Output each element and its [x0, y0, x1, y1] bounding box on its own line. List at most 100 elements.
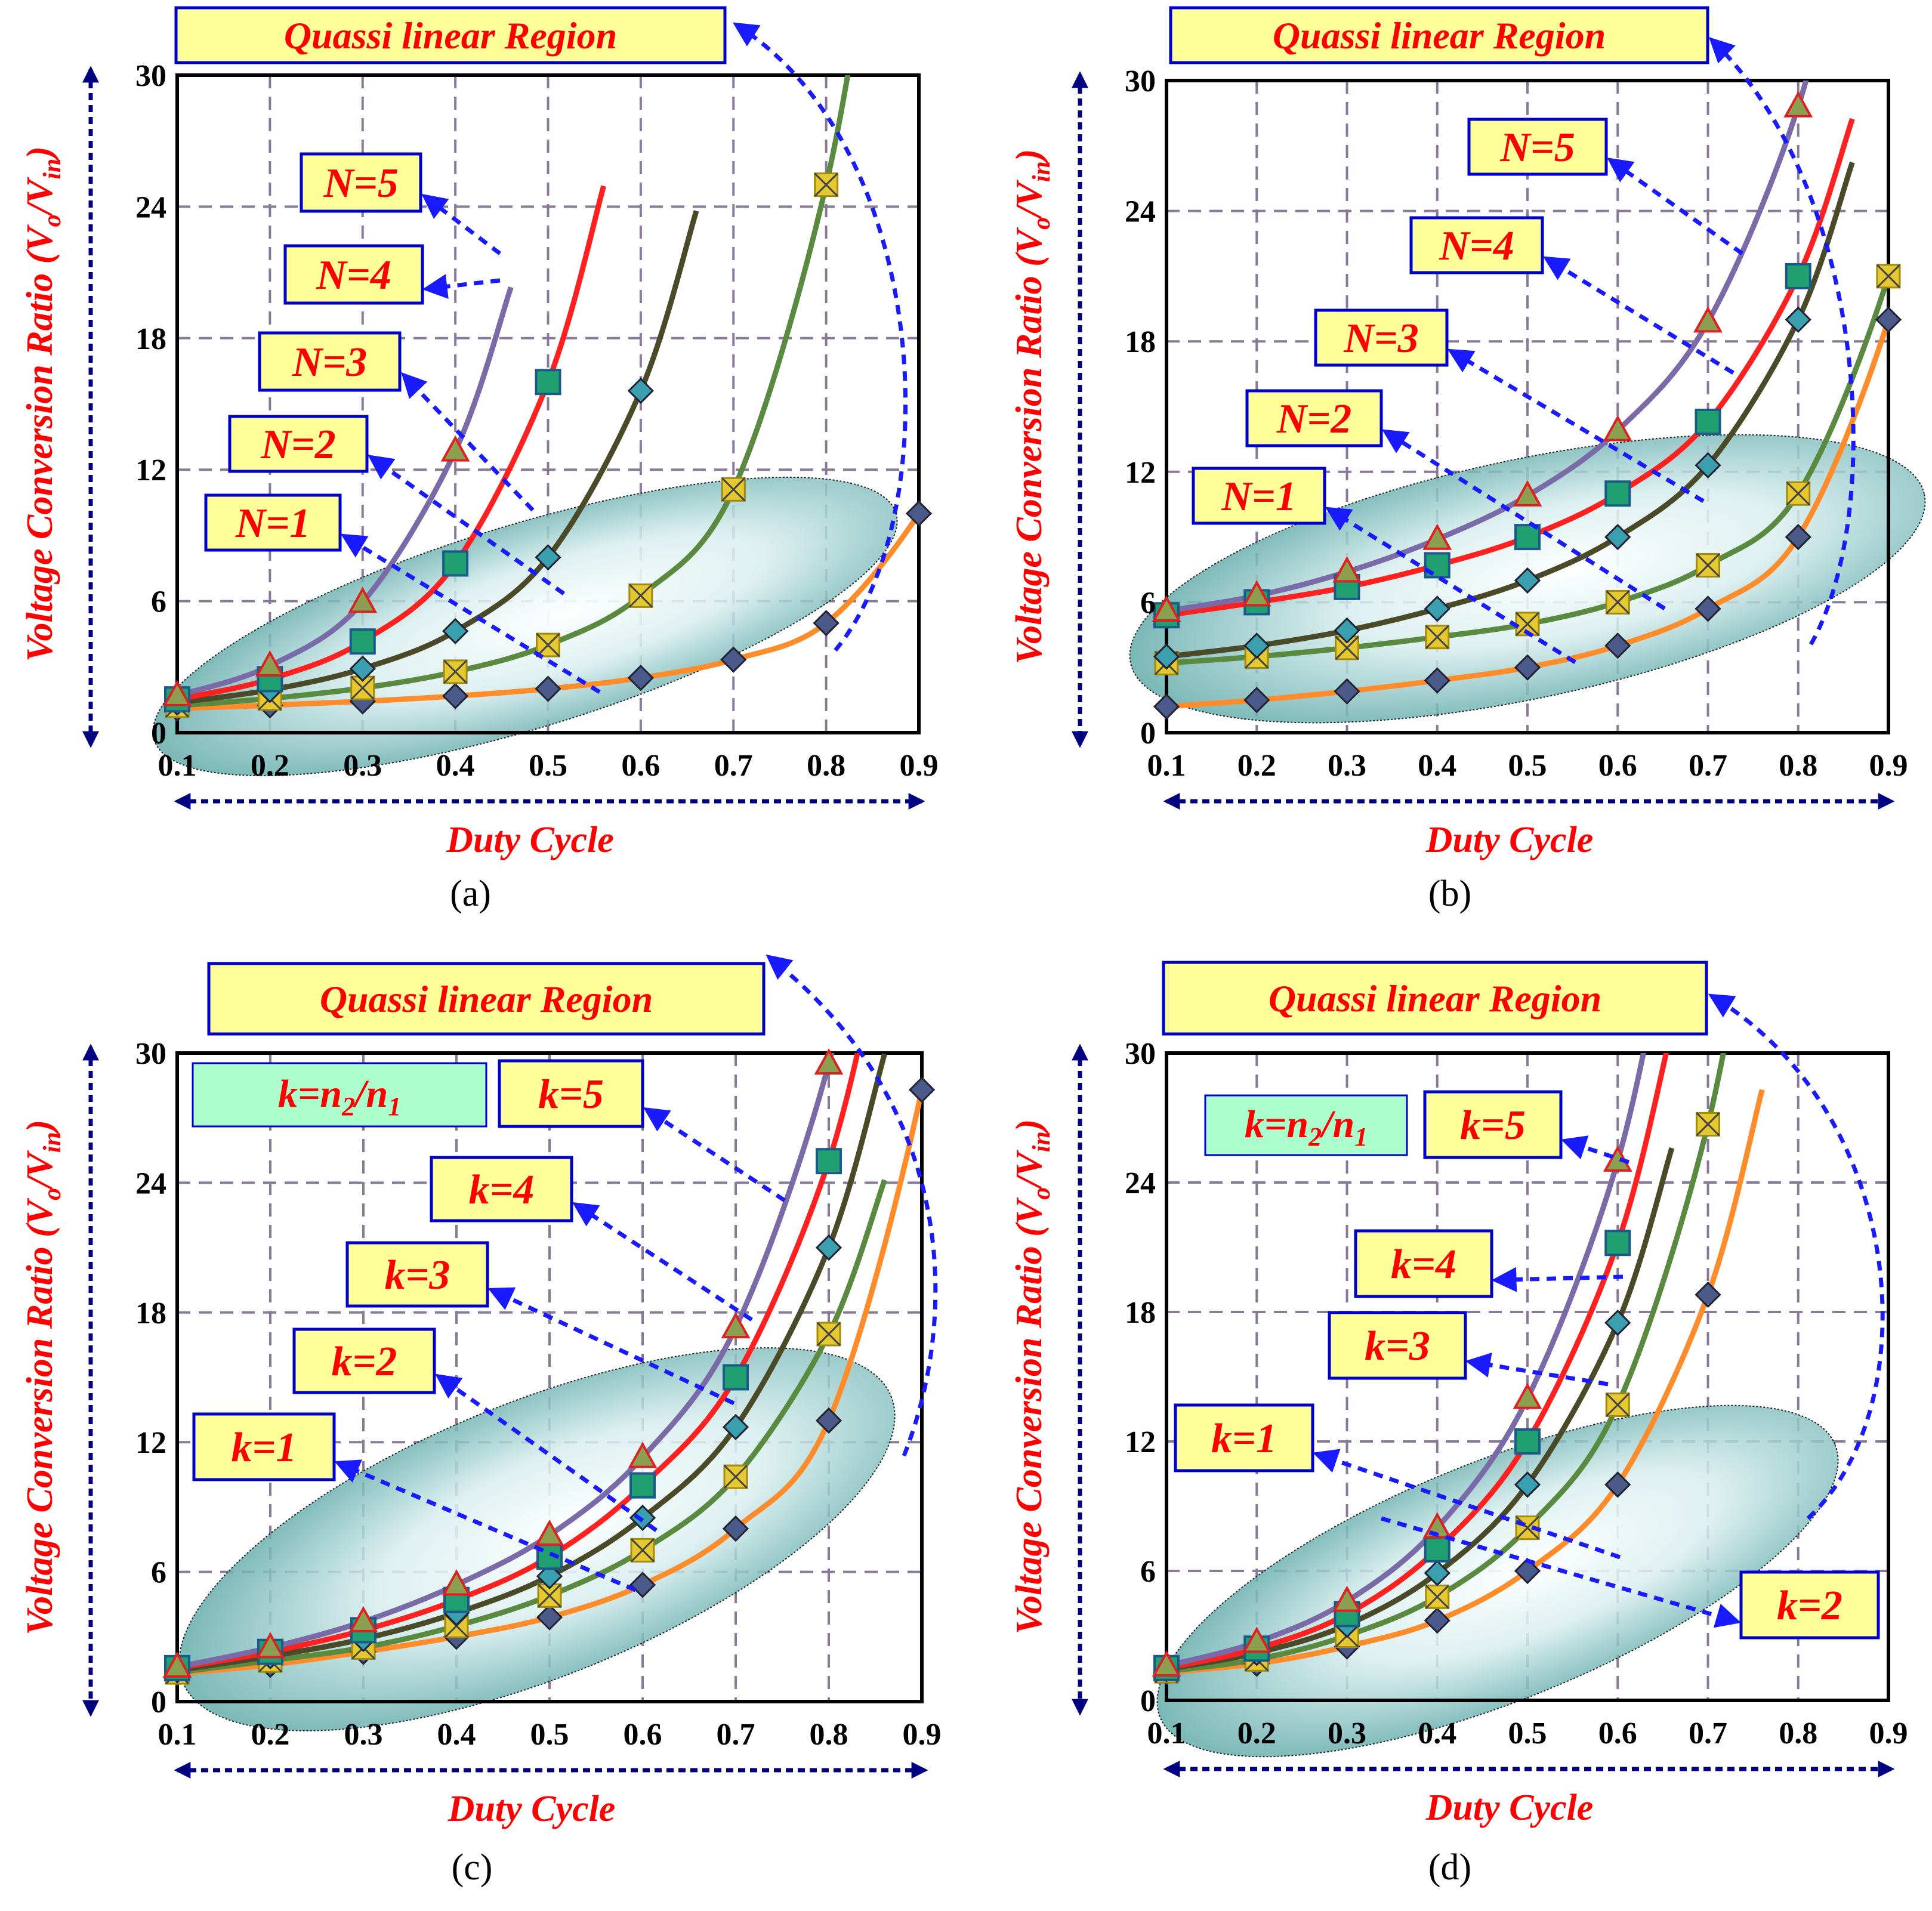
x-tick-label: 0.4 — [436, 749, 475, 783]
callout-label: k=4 — [1391, 1242, 1456, 1288]
callout-k=2: k=2 — [1381, 1516, 1880, 1640]
x-tick-label: 0.3 — [343, 749, 382, 783]
data-point-N=2-0.6 — [628, 583, 653, 608]
data-point-N=1-0.9 — [905, 500, 933, 527]
data-point-k=2-0.7 — [723, 1464, 748, 1489]
callout-label: N=3 — [292, 339, 367, 385]
data-point-k=2-0.8 — [816, 1322, 841, 1347]
callout-arrow — [1491, 1267, 1624, 1292]
svg-text:Quassi linear Region: Quassi linear Region — [1273, 14, 1606, 57]
data-point-k=2-0.7 — [1696, 1112, 1720, 1137]
x-axis-label: Duty Cycle — [447, 1789, 616, 1829]
plot-frame — [175, 73, 921, 734]
data-point-k=4-0.6 — [629, 1472, 656, 1499]
y-tick-label: 6 — [1140, 586, 1156, 620]
region-arrow — [1708, 37, 1856, 646]
x-tick-label: 0.9 — [900, 749, 939, 783]
data-point-k=2-0.6 — [630, 1538, 655, 1563]
data-point-k=5-0.7 — [721, 1312, 751, 1339]
data-point-N=1-0.6 — [627, 665, 655, 691]
y-tick-label: 24 — [135, 1166, 166, 1200]
x-tick-label: 0.3 — [1328, 1716, 1366, 1751]
x-tick-label: 0.1 — [1147, 1716, 1186, 1751]
region-arrow — [732, 22, 908, 652]
region-arrow — [1708, 993, 1885, 1520]
callout-label: N=3 — [1343, 316, 1418, 362]
data-point-N=2-0.5 — [1515, 612, 1540, 637]
data-point-N=3-0.1 — [1153, 643, 1180, 670]
callout-label: k=5 — [1460, 1103, 1526, 1149]
data-point-k=5-0.2 — [1242, 1626, 1271, 1653]
data-point-k=3-0.6 — [1604, 1309, 1631, 1336]
data-point-k=1-0.5 — [1514, 1557, 1541, 1585]
data-point-N=3-0.5 — [535, 544, 561, 571]
callout-arrow — [422, 274, 501, 300]
callout-label: N=4 — [316, 252, 391, 298]
callout-k=5: k=5 — [1423, 1090, 1630, 1165]
plot-frame — [175, 1051, 924, 1703]
x-tick-label: 0.4 — [1418, 1716, 1456, 1751]
callout-arrow — [1381, 1516, 1742, 1628]
callout-label: k=2 — [1777, 1583, 1843, 1629]
callout-N=4: N=4 — [1409, 216, 1735, 375]
data-point-N=5-0.6 — [1603, 415, 1632, 442]
data-point-N=5-0.7 — [1693, 306, 1723, 333]
callout-N=3: N=3 — [258, 331, 535, 512]
y-tick-label: 24 — [1125, 195, 1156, 229]
y-tick-label: 12 — [1125, 456, 1156, 490]
callout-k=5: k=5 — [498, 1059, 786, 1202]
chart-panel-1: 0.1 0.2 0.3 0.4 0.5 0.6 0.7 0.8 0.9 0 6 12 18 24 30 Dut… — [20, 6, 939, 914]
data-point-N=4-0.4 — [442, 550, 469, 577]
data-point-N=1-0.7 — [720, 646, 747, 673]
data-point-k=4-0.6 — [1604, 1230, 1631, 1256]
chart-panel-2: 0.1 0.2 0.3 0.4 0.5 0.6 0.7 0.8 0.9 0 6 12 18 24 30 Dut… — [1009, 6, 1926, 914]
data-point-N=3-0.2 — [1243, 632, 1270, 659]
callout-label: N=5 — [1499, 125, 1575, 171]
callout-label: N=1 — [235, 501, 310, 547]
x-tick-label: 0.4 — [1418, 749, 1456, 783]
data-point-k=1-0.6 — [629, 1572, 656, 1598]
data-point-k=5-0.2 — [255, 1632, 285, 1659]
x-tick-label: 0.3 — [1328, 749, 1366, 783]
y-axis-label: Voltage Conversion Ratio (Vo/Vin) — [1009, 149, 1055, 665]
data-point-k=3-0.5 — [536, 1563, 563, 1589]
callout-arrow — [421, 193, 502, 255]
series-line-N=5 — [177, 286, 514, 699]
data-point-k=2-0.6 — [1605, 1393, 1630, 1418]
data-point-N=1-0.7 — [1695, 595, 1721, 622]
k-definition-box: k=n2/n1 — [1204, 1094, 1408, 1156]
callout-label: k=2 — [332, 1339, 397, 1385]
svg-text:Quassi linear Region: Quassi linear Region — [320, 978, 653, 1020]
y-tick-label: 12 — [1125, 1425, 1156, 1459]
y-axis-label: Voltage Conversion Ratio (Vo/Vin) — [20, 146, 66, 662]
data-point-N=2-0.7 — [721, 477, 746, 502]
quasi-linear-ellipse — [1156, 1404, 1839, 1758]
data-point-N=5-0.1 — [162, 680, 192, 706]
x-tick-label: 0.5 — [1508, 749, 1547, 783]
data-point-N=1-0.4 — [442, 683, 469, 709]
x-tick-label: 0.6 — [621, 749, 660, 783]
series-line-N=4 — [1166, 118, 1855, 618]
data-point-N=4-0.8 — [1785, 263, 1811, 289]
x-axis-label: Duty Cycle — [1425, 1787, 1594, 1828]
data-point-k=1-0.4 — [1424, 1607, 1450, 1634]
x-tick-label: 0.5 — [529, 749, 567, 783]
x-tick-label: 0.8 — [810, 1718, 848, 1752]
data-point-k=5-0.5 — [1513, 1382, 1542, 1409]
data-point-k=1-0.7 — [1695, 1281, 1721, 1308]
callout-arrow — [1313, 1449, 1621, 1560]
data-point-k=5-0.3 — [348, 1606, 378, 1632]
data-point-N=2-0.7 — [1696, 552, 1720, 578]
y-axis-label: Voltage Conversion Ratio (Vo/Vin) — [20, 1120, 66, 1635]
panel-caption: (a) — [450, 873, 491, 914]
data-point-N=2-0.8 — [814, 172, 839, 197]
callout-arrow — [1381, 429, 1666, 610]
x-tick-label: 0.8 — [1779, 1716, 1817, 1751]
x-tick-label: 0.2 — [1237, 749, 1276, 783]
x-tick-label: 0.5 — [1508, 1716, 1547, 1751]
callout-label: k=3 — [1365, 1323, 1430, 1369]
callout-N=2: N=2 — [1245, 389, 1666, 610]
data-point-N=1-0.9 — [1875, 306, 1902, 333]
svg-text:k=n2/n1: k=n2/n1 — [1245, 1103, 1368, 1151]
data-point-k=3-0.8 — [815, 1234, 842, 1261]
